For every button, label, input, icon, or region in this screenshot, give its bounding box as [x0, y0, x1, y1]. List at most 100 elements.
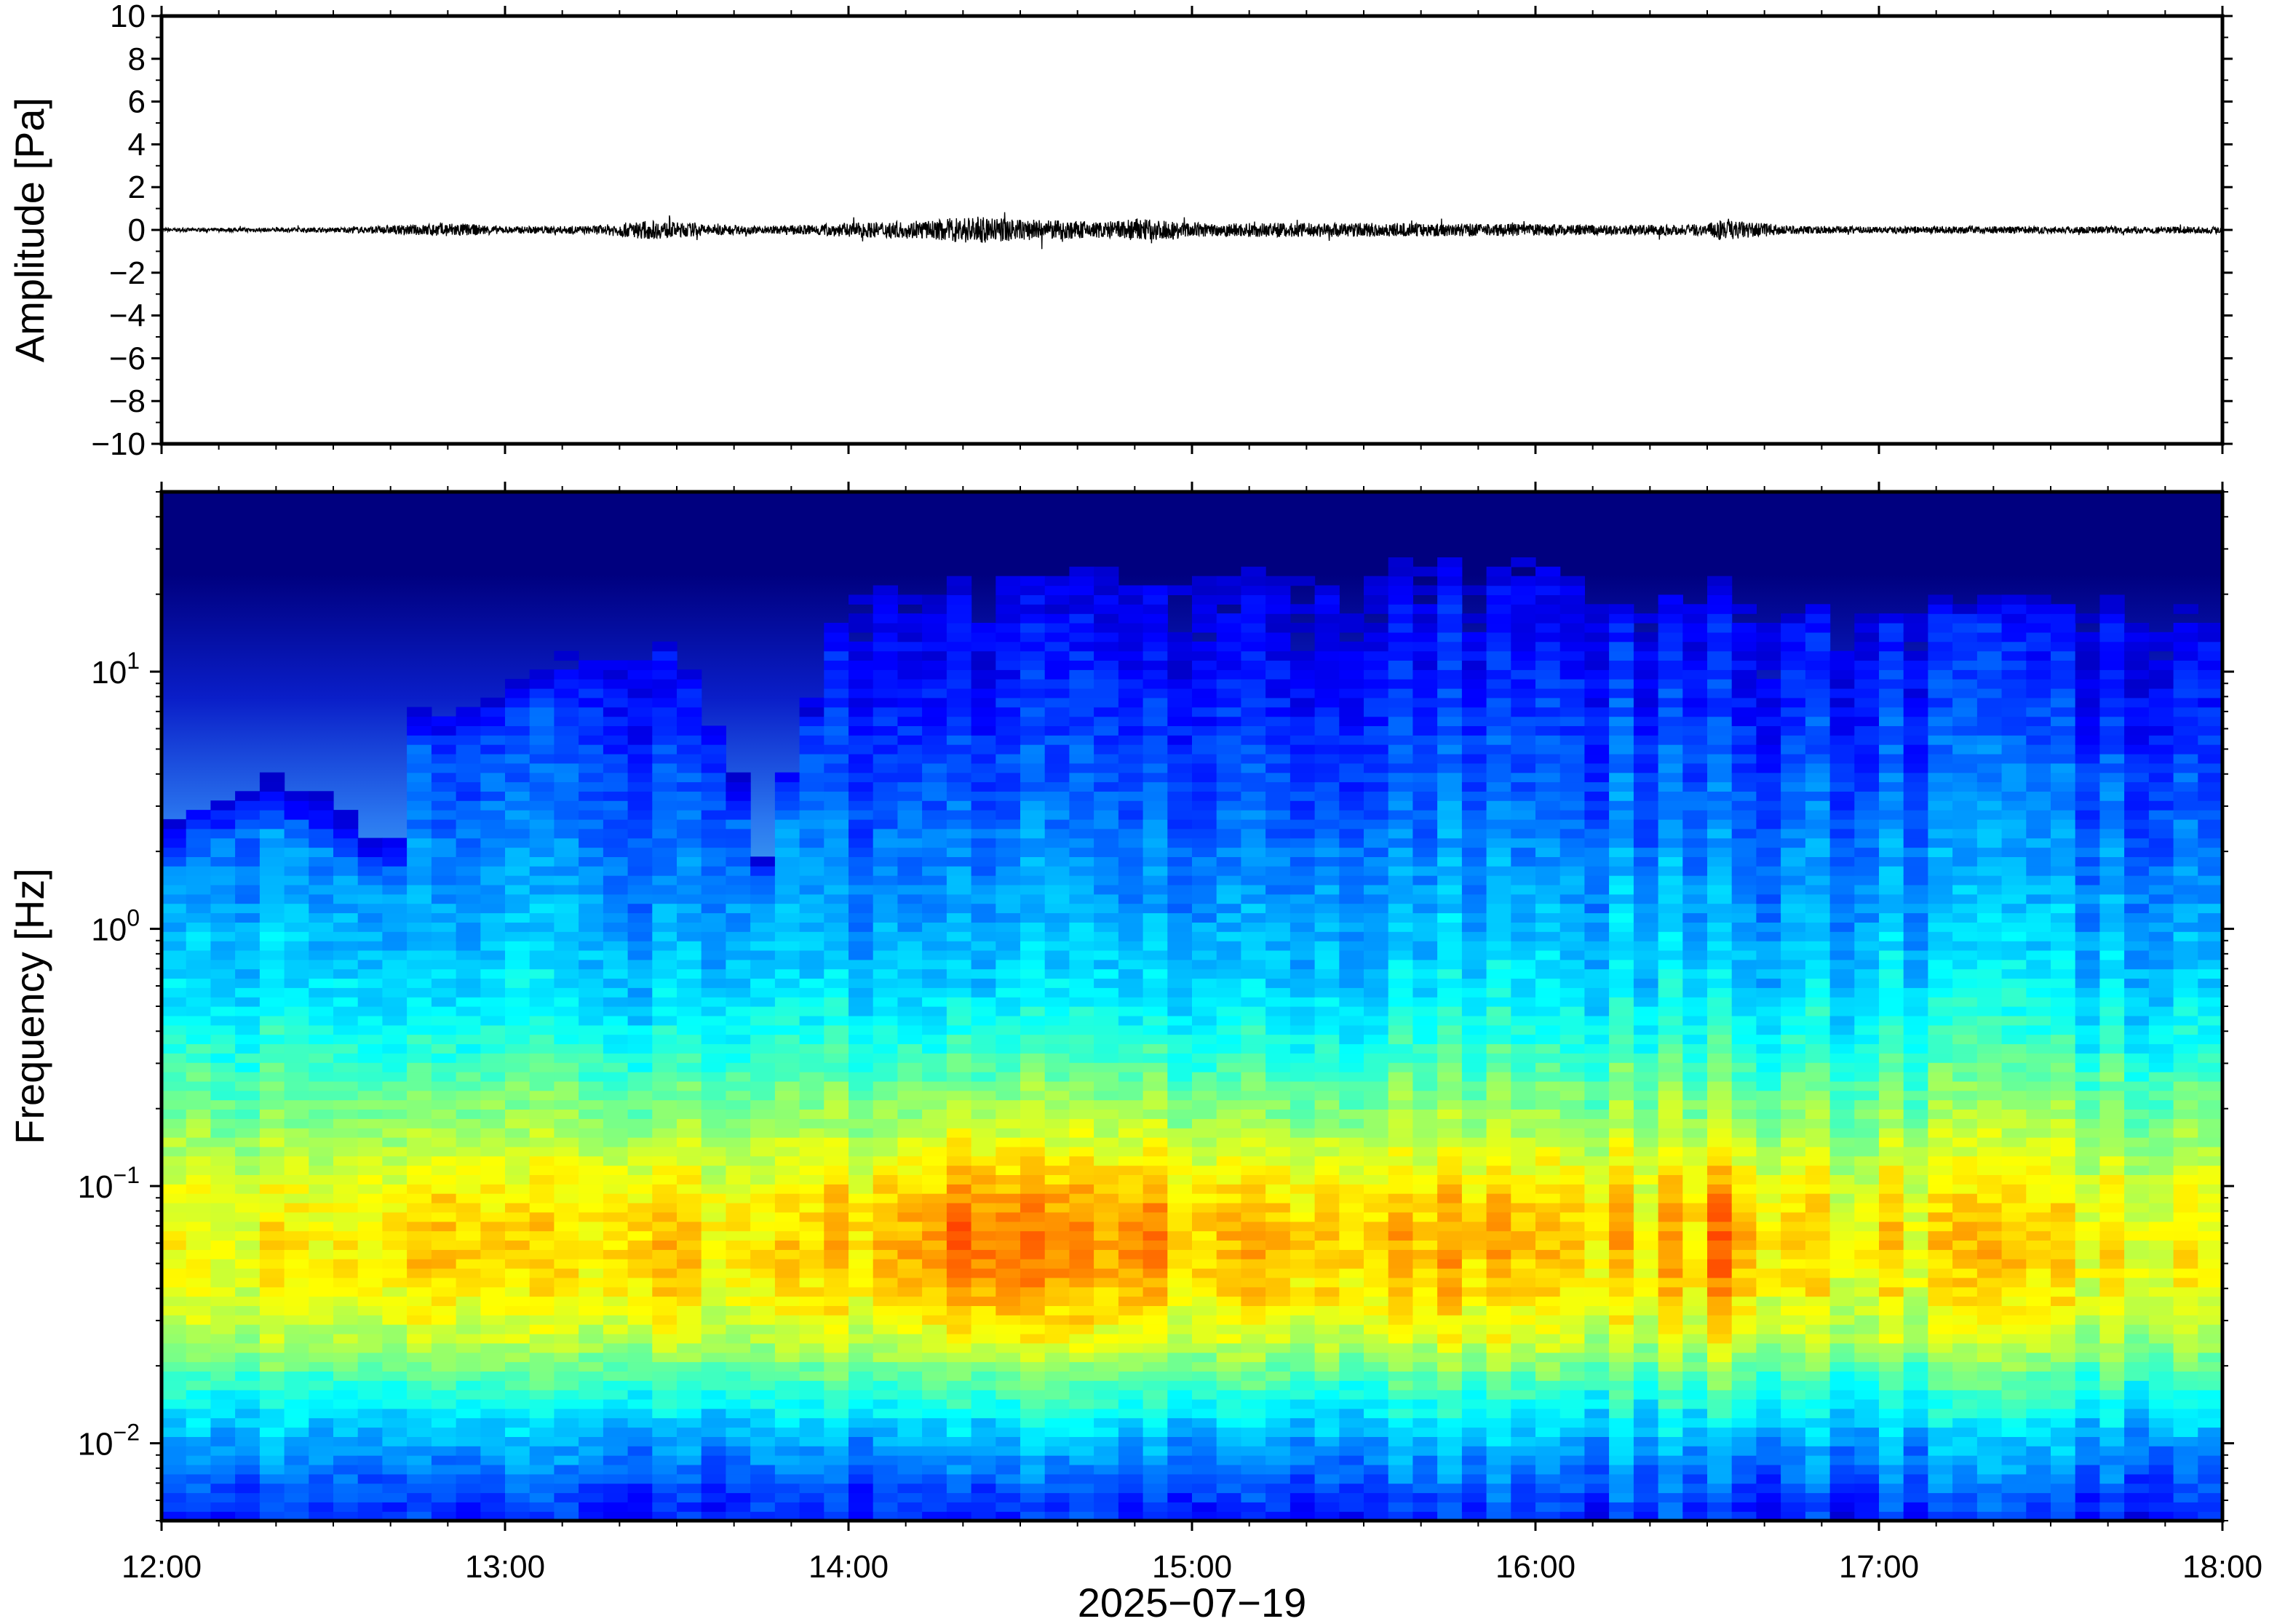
spectrogram-cell [431, 1408, 457, 1419]
spectrogram-cell [1118, 1174, 1144, 1185]
spectrogram-cell [1314, 623, 1340, 633]
spectrogram-cell [505, 1146, 531, 1157]
spectrogram-cell [1364, 1361, 1389, 1372]
spectrogram-cell [1314, 1053, 1340, 1063]
spectrogram-cell [824, 791, 849, 801]
spectrogram-cell [333, 1249, 359, 1259]
spectrogram-cell [505, 1034, 531, 1045]
spectrogram-cell [1094, 1483, 1119, 1494]
spectrogram-cell [579, 706, 604, 717]
spectrogram-cell [1290, 987, 1316, 998]
spectrogram-cell [456, 763, 481, 773]
spectrogram-cell [1192, 828, 1217, 839]
spectrogram-cell [1143, 585, 1168, 595]
waveform-y-tick-label: 8 [128, 41, 146, 77]
spectrogram-cell [357, 1417, 383, 1428]
spectrogram-cell [1167, 1146, 1193, 1157]
spectrogram-cell [1069, 1371, 1094, 1381]
spectrogram-cell [774, 1006, 800, 1016]
spectrogram-cell [357, 1427, 383, 1437]
spectrogram-cell [579, 1202, 604, 1213]
spectrogram-cell [897, 1390, 923, 1400]
spectrogram-cell [1192, 1511, 1217, 1521]
spectrogram-cell [505, 735, 531, 745]
spectrogram-cell [922, 791, 947, 801]
spectrogram-cell [505, 772, 531, 783]
spectrogram-cell [849, 875, 874, 885]
spectrogram-cell [235, 1324, 261, 1334]
spectrogram-cell [456, 1184, 481, 1194]
spectrogram-cell [431, 1080, 457, 1091]
spectrogram-cell [799, 1511, 824, 1521]
spectrogram-cell [701, 819, 726, 829]
spectrogram-cell [1339, 1259, 1364, 1269]
spectrogram-cell [1069, 697, 1094, 708]
spectrogram-cell [971, 1511, 996, 1521]
spectrogram-cell [1265, 669, 1291, 680]
spectrogram-cell [824, 1062, 849, 1072]
spectrogram-cell [799, 763, 824, 773]
spectrogram-cell [1094, 1408, 1119, 1419]
spectrogram-cell [996, 1464, 1021, 1475]
spectrogram-cell [1143, 997, 1168, 1007]
spectrogram-cell [873, 632, 898, 642]
spectrogram-cell [309, 1427, 334, 1437]
spectrogram-cell [1461, 1408, 1487, 1419]
spectrogram-cell [603, 1390, 629, 1400]
spectrogram-cell [652, 837, 677, 848]
spectrogram-cell [1314, 1109, 1340, 1119]
spectrogram-cell [284, 912, 309, 923]
spectrogram-cell [1364, 1342, 1389, 1353]
spectrogram-cell [407, 763, 432, 773]
spectrogram-cell [1339, 1464, 1364, 1475]
spectrogram-cell [456, 1277, 481, 1288]
spectrogram-cell [1290, 1333, 1316, 1344]
spectrogram-cell [407, 903, 432, 914]
spectrogram-cell [774, 1099, 800, 1110]
spectrogram-cell [554, 706, 579, 717]
spectrogram-cell [259, 997, 285, 1007]
spectrogram-cell [946, 1492, 972, 1502]
spectrogram-cell [1388, 623, 1413, 633]
spectrogram-cell [824, 800, 849, 811]
spectrogram-cell [1388, 1417, 1413, 1428]
spectrogram-cell [579, 800, 604, 811]
spectrogram-cell [1339, 912, 1364, 923]
spectrogram-cell [1094, 604, 1119, 614]
spectrogram-cell [309, 800, 334, 811]
spectrogram-cell [922, 1371, 947, 1381]
spectrogram-cell [1143, 1315, 1168, 1325]
spectrogram-cell [382, 866, 408, 876]
spectrogram-cell [1094, 594, 1119, 605]
spectrogram-cell [529, 847, 555, 857]
spectrogram-cell [946, 1202, 972, 1213]
spectrogram-cell [309, 1315, 334, 1325]
spectrogram-cell [652, 1455, 677, 1465]
spectrogram-cell [677, 959, 702, 970]
spectrogram-cell [922, 866, 947, 876]
spectrogram-cell [873, 1427, 898, 1437]
spectrogram-cell [946, 697, 972, 708]
spectrogram-cell [1069, 1090, 1094, 1101]
spectrogram-cell [1044, 1436, 1070, 1446]
spectrogram-cell [1241, 959, 1266, 970]
spectrogram-cell [333, 1371, 359, 1381]
spectrogram-cell [897, 1240, 923, 1250]
spectrogram-cell [1094, 1324, 1119, 1334]
spectrogram-cell [431, 1072, 457, 1082]
spectrogram-cell [1461, 931, 1487, 942]
spectrogram-cell [603, 987, 629, 998]
spectrogram-cell [407, 1502, 432, 1512]
spectrogram-cell [1044, 576, 1070, 586]
spectrogram-cell [873, 1398, 898, 1409]
spectrogram-cell [1290, 576, 1316, 586]
spectrogram-cell [1143, 1446, 1168, 1456]
spectrogram-cell [1020, 576, 1046, 586]
spectrogram-cell [357, 1080, 383, 1091]
spectrogram-cell [971, 1455, 996, 1465]
spectrogram-cell [677, 875, 702, 885]
spectrogram-cell [1143, 679, 1168, 689]
spectrogram-cell [799, 1417, 824, 1428]
spectrogram-cell [897, 1259, 923, 1269]
spectrogram-cell [996, 922, 1021, 932]
